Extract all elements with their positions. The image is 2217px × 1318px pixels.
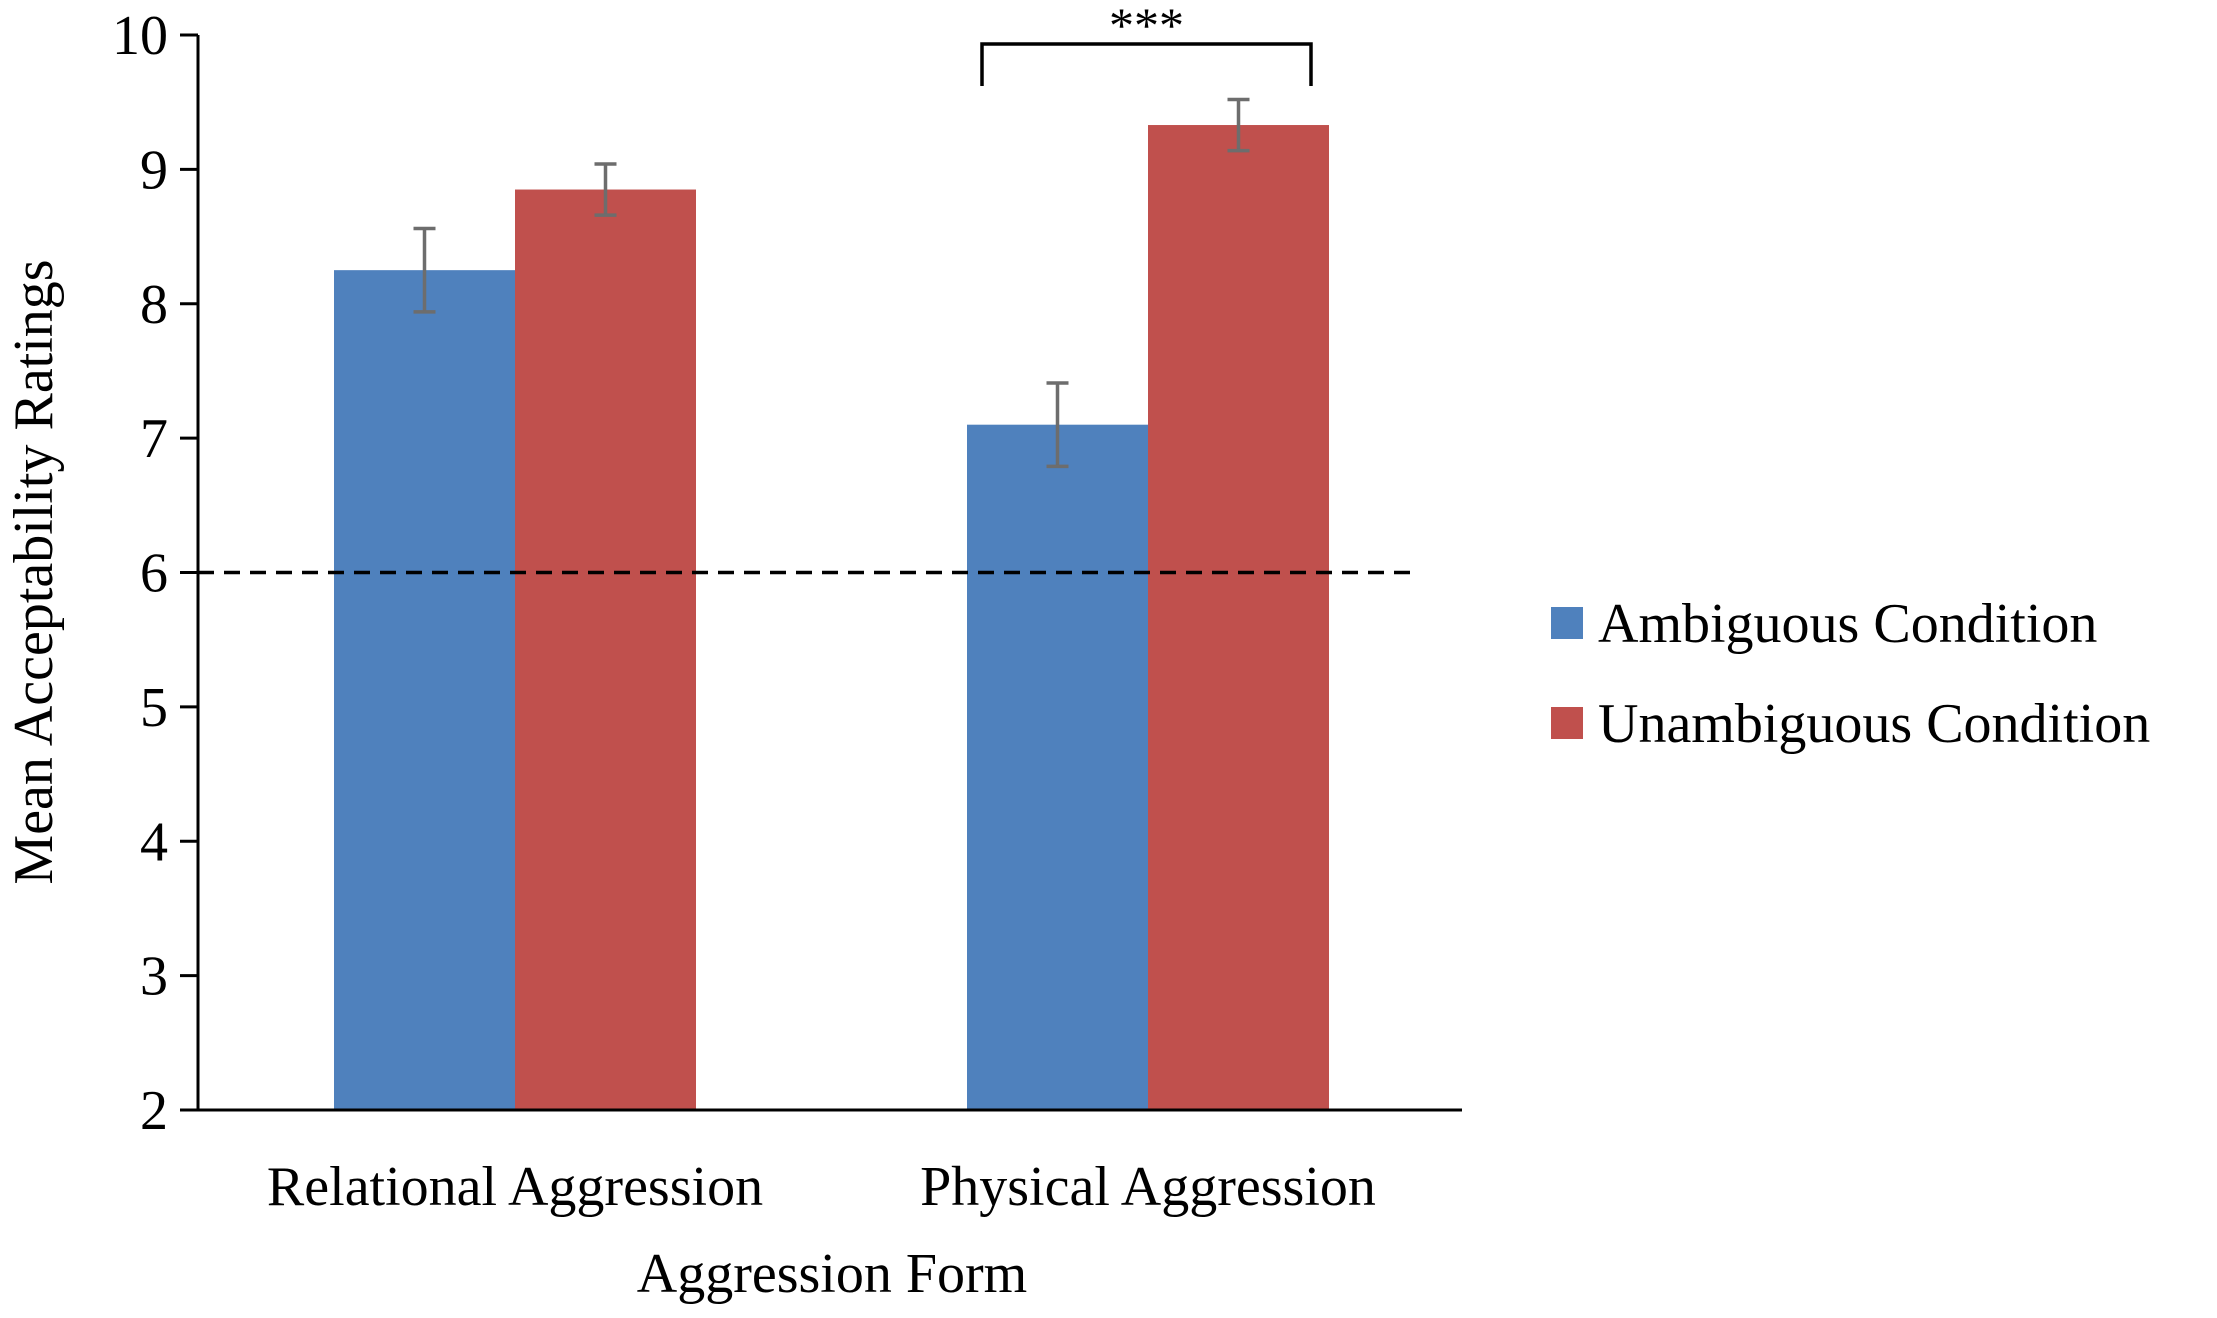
y-tick-label: 4 <box>140 811 168 873</box>
significance-bracket-line <box>980 42 1313 86</box>
error-bar-ambiguous-physical <box>1046 381 1069 469</box>
x-tick-label: Physical Aggression <box>920 1156 1376 1218</box>
bar-ambiguous-physical <box>967 424 1148 1110</box>
legend-label: Ambiguous Condition <box>1598 593 2097 655</box>
y-tick-label: 6 <box>140 543 168 605</box>
legend-swatch <box>1551 707 1583 739</box>
y-tick-label: 9 <box>140 139 168 201</box>
x-axis-label: Aggression Form <box>637 1243 1027 1305</box>
legend-swatch <box>1551 607 1583 639</box>
legend-entry-unambiguous: Unambiguous Condition <box>1551 693 2150 755</box>
y-tick-label: 10 <box>112 5 168 67</box>
significance-bracket: *** <box>980 0 1313 86</box>
y-tick-label: 2 <box>140 1080 168 1142</box>
significance-label: *** <box>1109 0 1184 53</box>
legend-label: Unambiguous Condition <box>1598 693 2150 755</box>
legend-entry-ambiguous: Ambiguous Condition <box>1551 593 2097 655</box>
bar-unambiguous-relational <box>515 189 696 1110</box>
x-tick-label: Relational Aggression <box>267 1156 763 1218</box>
y-axis-label: Mean Acceptability Ratings <box>3 259 65 884</box>
error-bar-unambiguous-physical <box>1227 97 1250 153</box>
bar-ambiguous-relational <box>334 270 515 1110</box>
y-tick-label: 5 <box>140 677 168 739</box>
y-tick-label: 3 <box>140 946 168 1008</box>
y-tick-label: 7 <box>140 408 168 470</box>
error-bar-unambiguous-relational <box>594 162 617 217</box>
error-bar-ambiguous-relational <box>413 226 436 314</box>
y-tick-label: 8 <box>140 274 168 336</box>
bar-unambiguous-physical <box>1148 125 1329 1110</box>
